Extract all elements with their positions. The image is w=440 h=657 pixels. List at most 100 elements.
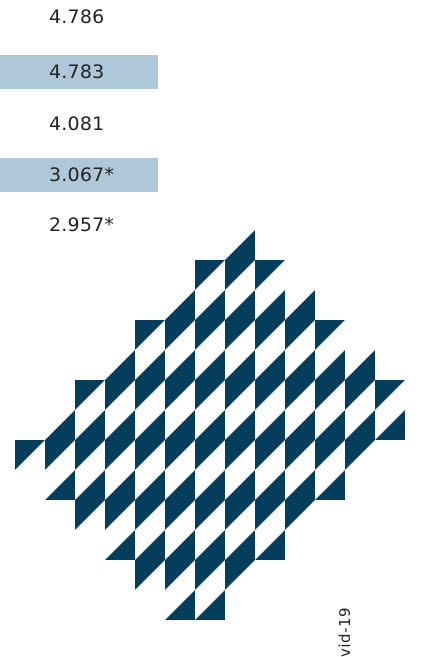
pattern-triangle <box>225 290 255 320</box>
pattern-triangle <box>225 380 255 410</box>
pattern-triangle <box>105 470 135 500</box>
pattern-triangle <box>135 350 165 380</box>
pattern-triangle <box>195 560 225 590</box>
value-text: 2.957* <box>49 214 115 236</box>
pattern-triangle <box>285 350 315 380</box>
pattern-triangle <box>105 530 135 560</box>
pattern-triangle <box>285 290 315 320</box>
pattern-triangle <box>195 380 225 410</box>
pattern-triangle <box>165 410 195 440</box>
pattern-triangle <box>75 470 105 500</box>
pattern-triangle <box>285 440 315 470</box>
pattern-triangle <box>315 470 345 500</box>
pattern-triangle <box>165 380 195 410</box>
pattern-triangle <box>225 260 255 290</box>
pattern-triangle <box>345 410 375 440</box>
pattern-triangle <box>225 560 255 590</box>
pattern-triangle <box>165 500 195 530</box>
pattern-triangle <box>195 320 225 350</box>
pattern-triangle <box>255 350 285 380</box>
pattern-triangle <box>195 410 225 440</box>
pattern-triangle <box>75 500 105 530</box>
pattern-triangle <box>225 230 255 260</box>
pattern-triangle <box>105 380 135 410</box>
pattern-triangle <box>165 290 195 320</box>
pattern-triangle <box>225 350 255 380</box>
pattern-triangle <box>345 440 375 470</box>
pattern-triangle <box>255 320 285 350</box>
pattern-triangle <box>195 440 225 470</box>
pattern-triangle <box>315 380 345 410</box>
pattern-triangle <box>195 470 225 500</box>
pattern-triangle <box>285 410 315 440</box>
pattern-triangle <box>15 440 45 470</box>
pattern-triangle <box>375 380 405 410</box>
pattern-triangle <box>315 410 345 440</box>
pattern-triangle <box>135 410 165 440</box>
pattern-triangle <box>135 470 165 500</box>
value-row-5: 2.957* <box>0 208 158 242</box>
pattern-triangle <box>375 410 405 440</box>
value-text: 3.067* <box>49 164 115 186</box>
pattern-triangle <box>255 380 285 410</box>
value-text: 4.786 <box>49 6 105 28</box>
pattern-triangle <box>135 530 165 560</box>
pattern-triangle <box>105 500 135 530</box>
pattern-triangle <box>165 590 195 620</box>
pattern-triangle <box>105 440 135 470</box>
pattern-triangle <box>345 380 375 410</box>
pattern-triangle <box>285 320 315 350</box>
pattern-triangle <box>225 470 255 500</box>
pattern-triangle <box>195 500 225 530</box>
pattern-triangle <box>225 410 255 440</box>
pattern-triangle <box>165 470 195 500</box>
pattern-triangle <box>135 500 165 530</box>
pattern-triangle <box>105 410 135 440</box>
pattern-triangle <box>255 290 285 320</box>
value-row-1: 4.786 <box>0 0 158 34</box>
pattern-triangle <box>195 530 225 560</box>
pattern-triangle <box>195 350 225 380</box>
pattern-triangle <box>135 560 165 590</box>
value-text: 4.783 <box>49 61 105 83</box>
pattern-triangle <box>195 590 225 620</box>
pattern-triangle <box>255 410 285 440</box>
pattern-triangle <box>75 380 105 410</box>
pattern-triangle <box>45 440 75 470</box>
pattern-triangle <box>315 350 345 380</box>
pattern-triangle <box>285 380 315 410</box>
pattern-triangle <box>165 530 195 560</box>
pattern-triangle <box>225 440 255 470</box>
pattern-triangle <box>315 320 345 350</box>
pattern-triangle <box>225 320 255 350</box>
pattern-triangle <box>45 410 75 440</box>
value-text: 4.081 <box>49 113 105 135</box>
pattern-triangle <box>285 500 315 530</box>
pattern-triangle <box>345 350 375 380</box>
pattern-triangle <box>255 260 285 290</box>
pattern-triangle <box>45 470 75 500</box>
pattern-triangle <box>225 530 255 560</box>
pattern-triangle <box>255 440 285 470</box>
pattern-triangle <box>165 320 195 350</box>
pattern-triangle <box>255 530 285 560</box>
value-row-3: 4.081 <box>0 107 158 141</box>
pattern-triangle <box>225 500 255 530</box>
pattern-triangle <box>255 470 285 500</box>
pattern-triangle <box>135 320 165 350</box>
pattern-triangle <box>285 470 315 500</box>
value-row-2: 4.783 <box>0 55 158 89</box>
value-row-4: 3.067* <box>0 158 158 192</box>
pattern-triangle <box>135 380 165 410</box>
pattern-triangle <box>255 500 285 530</box>
pattern-triangle <box>105 350 135 380</box>
side-label: vid-19 <box>336 606 354 657</box>
pattern-triangle <box>75 410 105 440</box>
pattern-triangle <box>165 440 195 470</box>
pattern-triangle <box>315 440 345 470</box>
pattern-triangle <box>165 350 195 380</box>
pattern-triangle <box>165 560 195 590</box>
pattern-triangle <box>135 440 165 470</box>
pattern-triangle <box>75 440 105 470</box>
